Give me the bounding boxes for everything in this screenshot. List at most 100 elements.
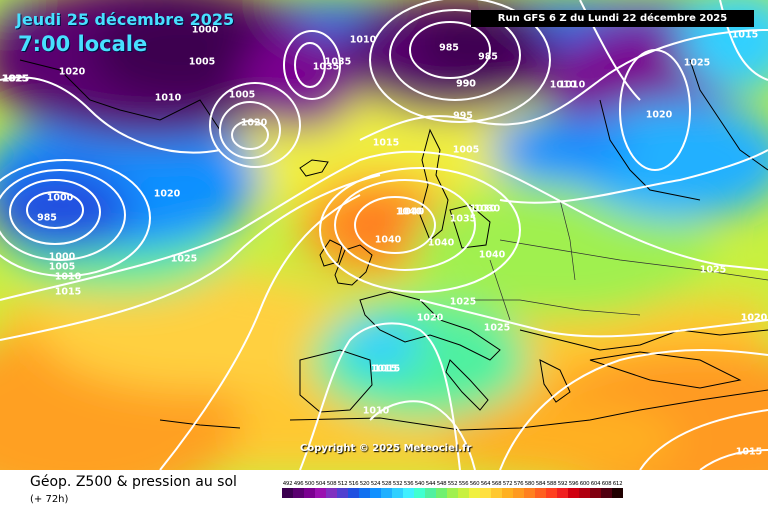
isobar-label: 1020 [417, 313, 444, 324]
legend-entry: 560 [469, 480, 480, 498]
legend-value: 580 [524, 481, 535, 487]
color-legend: 492 496 500 504 508 512 516 520 524 528 532 536 540 5… [282, 480, 623, 498]
isobar-label: 1020 [59, 67, 86, 78]
legend-entry: 564 [480, 480, 491, 498]
legend-swatch [282, 488, 293, 498]
legend-value: 504 [315, 481, 326, 487]
legend-entry: 528 [381, 480, 392, 498]
isobar-label: 1035 [325, 57, 351, 68]
legend-value: 556 [458, 481, 469, 487]
legend-entry: 524 [370, 480, 381, 498]
legend-value: 508 [326, 481, 337, 487]
isobar-label: 1010 [559, 80, 586, 91]
legend-value: 572 [502, 481, 513, 487]
legend-value: 592 [557, 481, 568, 487]
isobar-label: 1025 [684, 58, 710, 69]
legend-entry: 504 [315, 480, 326, 498]
legend-value: 500 [304, 481, 315, 487]
isobar-label: 1015 [732, 30, 758, 41]
isobar-label: 1015 [55, 287, 81, 298]
legend-swatch [414, 488, 425, 498]
legend-swatch [535, 488, 546, 498]
legend-entry: 604 [590, 480, 601, 498]
legend-value: 604 [590, 481, 601, 487]
legend-value: 516 [348, 481, 359, 487]
legend-entry: 532 [392, 480, 403, 498]
legend-swatch [491, 488, 502, 498]
legend-entry: 508 [326, 480, 337, 498]
isobar-label: 1000 [192, 25, 219, 36]
isobar-label: 985 [478, 52, 498, 63]
legend-value: 524 [370, 481, 381, 487]
legend-swatch [590, 488, 601, 498]
isobar-label: 1025 [2, 74, 28, 85]
isobar-label: 1000 [47, 193, 74, 204]
legend-swatch [403, 488, 414, 498]
isobar-label: 990 [456, 79, 476, 90]
legend-value: 496 [293, 481, 304, 487]
isobar-label: 1040 [396, 207, 423, 218]
legend-swatch [359, 488, 370, 498]
legend-swatch [370, 488, 381, 498]
legend-value: 512 [337, 481, 348, 487]
legend-swatch [546, 488, 557, 498]
isobar-label: 985 [37, 213, 57, 224]
isobar-label: 1025 [171, 254, 197, 265]
lead-time: (+ 72h) [30, 494, 69, 505]
legend-swatch [447, 488, 458, 498]
isobar-label: 1010 [550, 80, 577, 91]
isobar-label: 1020 [646, 110, 673, 121]
legend-swatch [568, 488, 579, 498]
legend-swatch [579, 488, 590, 498]
coastlines [19, 59, 768, 431]
legend-swatch [557, 488, 568, 498]
legend-swatch [436, 488, 447, 498]
legend-swatch [612, 488, 623, 498]
legend-value: 612 [612, 481, 623, 487]
legend-entry: 600 [579, 480, 590, 498]
isobar-label: 1015 [371, 364, 397, 375]
isobar-label: 1005 [229, 90, 255, 101]
legend-value: 532 [392, 481, 403, 487]
isobar-label: 1025 [700, 265, 726, 276]
legend-swatch [458, 488, 469, 498]
model-run-info: Run GFS 6 Z du Lundi 22 décembre 2025 [471, 10, 754, 27]
legend-swatch [381, 488, 392, 498]
isobar-label: 1005 [189, 57, 215, 68]
pressure-labels: 1000 1005 1010 1015 1020 1025 1035 1040 … [2, 25, 768, 458]
geopotential-field [0, 0, 768, 470]
forecast-time: 7:00 locale [18, 32, 148, 56]
legend-entry: 496 [293, 480, 304, 498]
legend-swatch [304, 488, 315, 498]
isobar-label: 1040 [428, 238, 455, 249]
legend-swatch [502, 488, 513, 498]
legend-value: 552 [447, 481, 458, 487]
legend-entry: 500 [304, 480, 315, 498]
legend-value: 568 [491, 481, 502, 487]
legend-entry: 492 [282, 480, 293, 498]
isobar-label: 1035 [450, 214, 476, 225]
legend-value: 564 [480, 481, 491, 487]
isobar-label: 1000 [49, 252, 76, 263]
legend-value: 492 [282, 481, 293, 487]
legend-value: 596 [568, 481, 579, 487]
legend-swatch [293, 488, 304, 498]
legend-entry: 608 [601, 480, 612, 498]
legend-value: 560 [469, 481, 480, 487]
isobar-label: 1020 [241, 118, 268, 129]
legend-swatch [425, 488, 436, 498]
legend-swatch [513, 488, 524, 498]
isobar-label: 1025 [3, 74, 29, 85]
isobar-label: 1040 [375, 235, 402, 246]
legend-swatch [348, 488, 359, 498]
legend-swatch [337, 488, 348, 498]
isobar-label: 1040 [398, 207, 425, 218]
isobar-label: 1010 [363, 406, 390, 417]
legend-value: 600 [579, 481, 590, 487]
legend-value: 588 [546, 481, 557, 487]
legend-entry: 548 [436, 480, 447, 498]
legend-value: 536 [403, 481, 414, 487]
isobar-label: 1010 [350, 35, 377, 46]
legend-value: 548 [436, 481, 447, 487]
